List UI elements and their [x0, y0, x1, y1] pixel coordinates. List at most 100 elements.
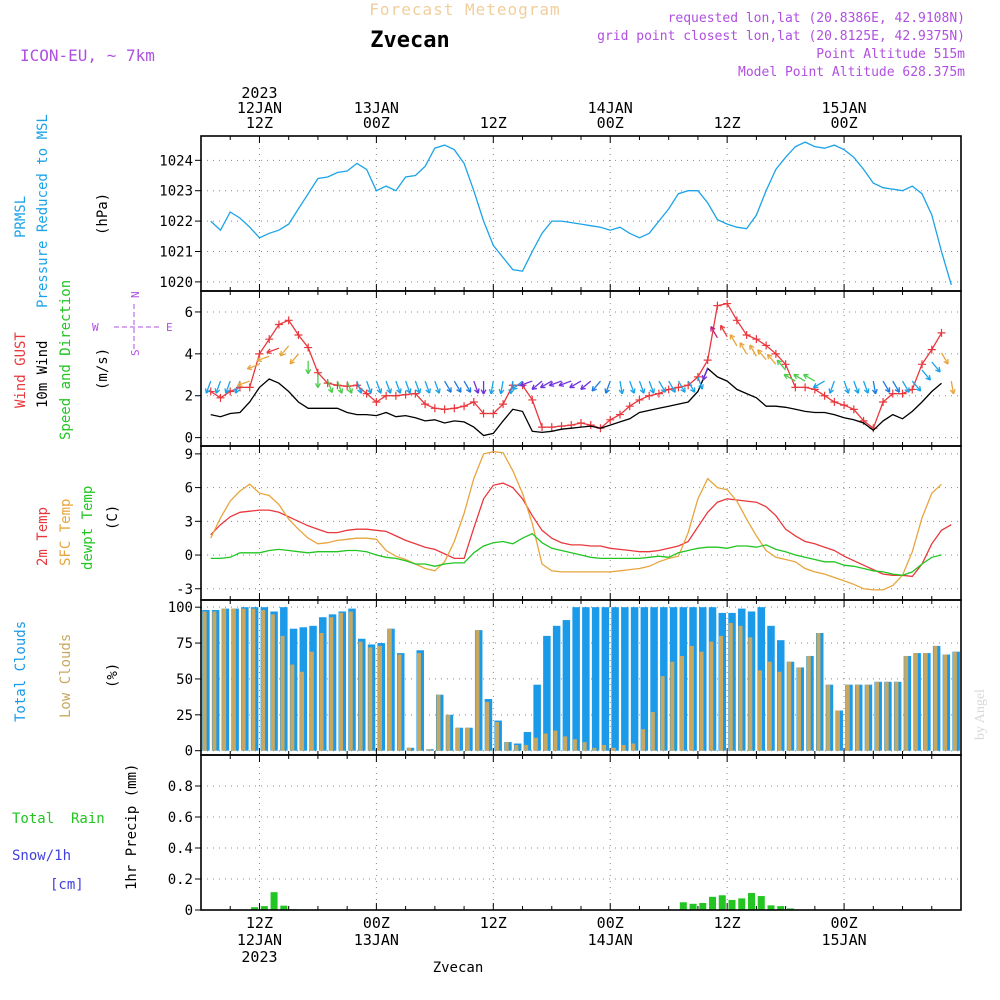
gust-marker — [577, 418, 585, 427]
y-tick-label: 0.4 — [168, 841, 193, 857]
wind-arrow-head — [488, 388, 495, 395]
wind-arrow-head — [214, 388, 221, 394]
rain-bar — [689, 903, 697, 910]
wind-arrow — [395, 380, 401, 394]
low-clouds-bar — [680, 655, 685, 751]
low-clouds-bar — [270, 614, 275, 751]
wind-arrow-head — [474, 388, 480, 394]
wind-arrow-head — [670, 387, 676, 393]
gust-marker — [742, 330, 751, 339]
wind-arrow-head — [803, 373, 809, 380]
gust-marker — [732, 316, 741, 325]
series-10m-wind — [210, 367, 942, 437]
y-tick-label: 50 — [176, 672, 193, 688]
gust-marker — [615, 410, 624, 419]
wind-arrow — [591, 380, 601, 392]
low-clouds-bar — [845, 684, 850, 751]
wind-arrow-head — [660, 387, 667, 393]
wind-unit: (m/s) — [95, 348, 111, 390]
wind-arrow-head — [396, 388, 402, 394]
wind-arrow — [668, 380, 676, 393]
low-clouds-bar — [504, 742, 509, 751]
low-clouds-bar — [660, 676, 665, 751]
low-clouds-bar — [787, 661, 792, 751]
panel-frame — [200, 135, 962, 292]
compass-rose: N S W E — [92, 291, 173, 356]
wind-arrow — [729, 334, 738, 347]
gust-marker — [460, 402, 469, 411]
low-clouds-bar — [524, 744, 529, 751]
low-clouds-bar — [339, 612, 344, 751]
wind-arrow — [901, 380, 910, 393]
wind-arrow-head — [314, 382, 321, 388]
wind-arrow-head — [376, 388, 383, 394]
gust-marker — [840, 401, 849, 410]
low-clouds-bar — [407, 747, 412, 751]
low-clouds-bar — [904, 655, 909, 751]
y-tick-label: 0.6 — [168, 810, 193, 826]
wind-arrow — [289, 353, 299, 365]
wind-arrow — [739, 342, 748, 355]
gust-marker — [674, 383, 683, 392]
low-clouds-bar — [290, 664, 295, 751]
gust-marker — [274, 320, 283, 329]
wind-arrow-head — [256, 356, 263, 363]
gust-marker — [450, 404, 459, 413]
wind-arrow-head — [757, 349, 763, 355]
low-clouds-bar — [280, 635, 285, 751]
low-clouds-bar — [416, 653, 421, 751]
low-clouds-bar — [758, 670, 763, 751]
wind-arrow — [720, 325, 728, 337]
gust-marker — [547, 423, 556, 432]
rain-bar — [748, 892, 756, 910]
low-clouds-bar — [816, 633, 821, 751]
wind-arrow — [580, 380, 592, 390]
gust-marker — [879, 398, 888, 407]
gust-marker — [469, 398, 478, 407]
gust-marker — [284, 316, 293, 325]
y-tick-label: 0.8 — [168, 779, 193, 795]
low-clouds-bar — [475, 630, 480, 751]
wind-arrow — [749, 344, 757, 357]
wind-arrow — [921, 369, 931, 381]
compass-w: W — [92, 321, 99, 334]
rain-bar — [679, 902, 687, 910]
low-clouds-bar — [329, 617, 334, 751]
wind-arrow-head — [783, 373, 790, 380]
y-tick-label: 1022 — [159, 214, 193, 230]
low-clouds-bar — [602, 744, 607, 751]
gust-marker — [586, 421, 595, 430]
low-clouds-bar — [933, 645, 938, 751]
wind-arrow-head — [701, 374, 708, 381]
snow-unit: [cm] — [50, 877, 84, 893]
temp-unit: (C) — [105, 505, 121, 530]
wind-arrow-head — [729, 334, 736, 340]
low-clouds-bar — [641, 729, 646, 751]
wind-arrow-head — [793, 373, 799, 380]
pressure-panel: 1020 1021 1022 1023 1024 — [159, 135, 962, 292]
gust-marker — [820, 391, 829, 400]
gust-marker — [479, 409, 488, 418]
wind-arrow-head — [266, 348, 272, 355]
requested-coords: requested lon,lat (20.8386E, 42.9108N) — [668, 11, 965, 26]
low-clouds-bar — [670, 661, 675, 751]
wind-arrow-head — [548, 381, 555, 387]
low-clouds-bar — [943, 654, 948, 751]
rain-bar — [738, 898, 746, 910]
low-clouds-bar — [514, 744, 519, 751]
low-clouds-bar — [835, 710, 840, 751]
gust-marker — [791, 383, 800, 392]
gust-marker — [362, 389, 371, 398]
wind-arrow-head — [884, 387, 891, 393]
wind-arrow — [658, 380, 667, 393]
gust-marker — [528, 395, 537, 404]
gust-marker — [801, 383, 810, 392]
low-clouds-bar — [855, 684, 860, 751]
gust-marker — [304, 343, 313, 352]
grid — [201, 600, 961, 755]
y-tick-label: 1020 — [159, 275, 193, 291]
rain-bar — [718, 895, 726, 910]
low-clouds-bar — [699, 651, 704, 751]
gust-marker — [430, 404, 439, 413]
gridpoint-coords: grid point closest lon,lat (20.8125E, 42… — [597, 29, 965, 44]
